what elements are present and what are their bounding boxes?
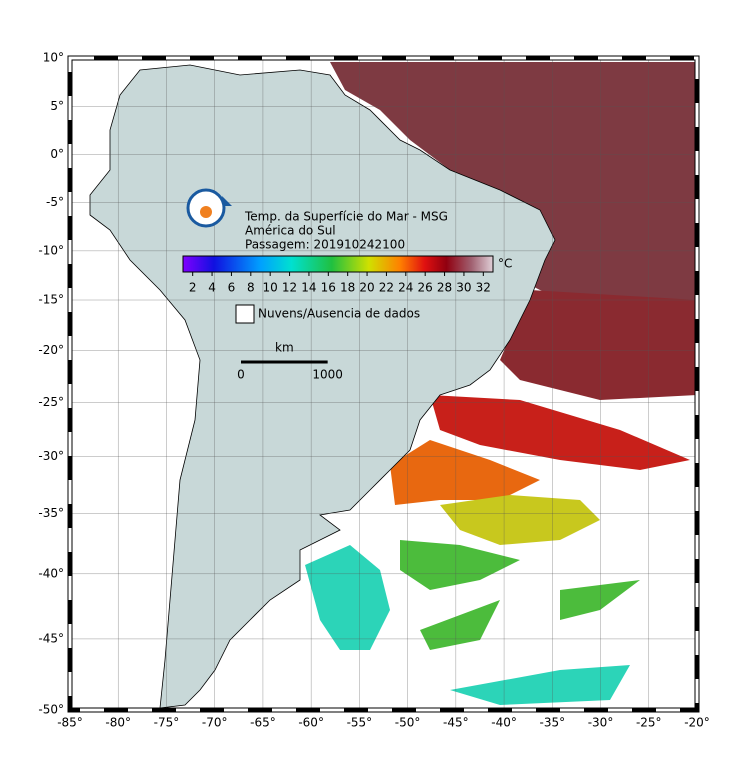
lon-tick-label: -40°: [491, 716, 517, 730]
logo-arrow: [222, 196, 232, 206]
colorbar-tick-label: 20: [359, 281, 374, 295]
lon-tick-label: -55°: [347, 716, 373, 730]
lon-tick-label: -35°: [540, 716, 566, 730]
lon-tick-label: -65°: [250, 716, 276, 730]
inpe-logo: [186, 188, 232, 228]
lat-tick-label: -45°: [38, 631, 64, 645]
colorbar-tick-label: 30: [456, 281, 471, 295]
map-title-line: Temp. da Superfície do Mar - MSG: [244, 210, 448, 224]
lon-tick-label: -85°: [57, 716, 83, 730]
cloud-legend-swatch: [235, 304, 255, 324]
lat-tick-label: -50°: [38, 703, 64, 717]
colorbar-tick-label: 14: [301, 281, 316, 295]
colorbar-tick-label: 12: [282, 281, 297, 295]
lon-tick-label: -30°: [588, 716, 614, 730]
colorbar-tick-label: 16: [321, 281, 336, 295]
colorbar-tick-label: 4: [208, 281, 216, 295]
colorbar-unit: °C: [498, 257, 512, 271]
lat-tick-label: -5°: [46, 195, 64, 209]
lon-tick-label: -50°: [395, 716, 421, 730]
lon-tick-label: -45°: [443, 716, 469, 730]
scale-bar-start: 0: [237, 368, 245, 382]
colorbar-tick-label: 18: [340, 281, 355, 295]
lon-tick-label: -60°: [298, 716, 324, 730]
colorbar-tick-label: 2: [189, 281, 197, 295]
colorbar-tick-label: 26: [418, 281, 433, 295]
lat-tick-label: 5°: [50, 99, 64, 113]
sst-warm-east: [500, 290, 697, 400]
sst-warm-north: [330, 62, 697, 340]
lat-tick-label: -15°: [38, 293, 64, 307]
colorbar-tick-label: 28: [437, 281, 452, 295]
lat-tick-label: -10°: [38, 243, 64, 257]
lat-tick-label: -40°: [38, 566, 64, 580]
sst-red: [430, 395, 690, 470]
sst-green: [400, 540, 640, 650]
sst-cyan: [305, 545, 630, 705]
colorbar-tick-label: 22: [379, 281, 394, 295]
sst-field: [305, 62, 697, 705]
lon-tick-label: -75°: [154, 716, 180, 730]
colorbar-tick-label: 32: [476, 281, 491, 295]
lat-tick-label: -25°: [38, 395, 64, 409]
lon-tick-label: -70°: [202, 716, 228, 730]
cloud-legend-label: Nuvens/Ausencia de dados: [258, 307, 420, 321]
scale-bar-end: 1000: [312, 368, 343, 382]
scale-bar-unit: km: [275, 341, 294, 355]
colorbar-tick-label: 6: [228, 281, 236, 295]
lat-tick-label: -20°: [38, 343, 64, 357]
lat-tick-label: 10°: [43, 51, 64, 65]
colorbar-tick-label: 24: [398, 281, 413, 295]
lon-tick-label: -80°: [105, 716, 131, 730]
lon-tick-label: -25°: [636, 716, 662, 730]
map-title-line: Passagem: 201910242100: [245, 238, 405, 252]
colorbar-tick-label: 10: [263, 281, 278, 295]
colorbar: [182, 255, 494, 273]
lat-tick-label: -35°: [38, 506, 64, 520]
logo-sun: [200, 206, 212, 218]
colorbar-tick-label: 8: [247, 281, 255, 295]
map-frame-pattern: [68, 56, 699, 712]
lon-tick-label: -20°: [684, 716, 710, 730]
map-title-line: América do Sul: [245, 224, 336, 238]
sst-yellow: [440, 495, 600, 545]
lat-tick-label: 0°: [50, 147, 64, 161]
lat-tick-label: -30°: [38, 449, 64, 463]
